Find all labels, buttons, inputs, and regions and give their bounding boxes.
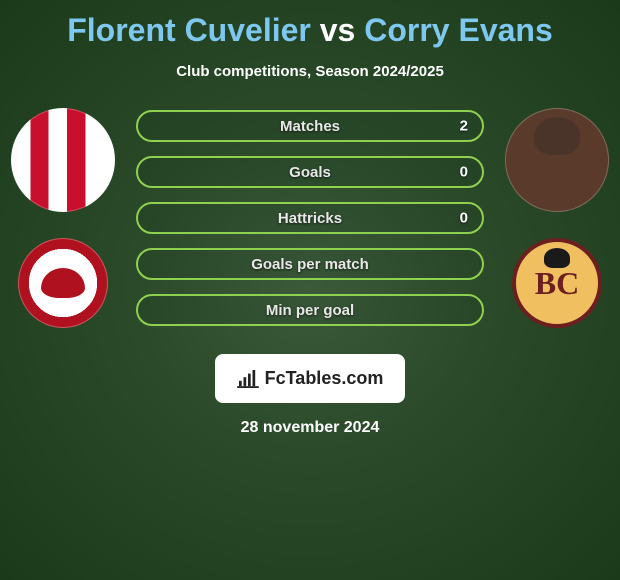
stat-label: Goals [289,164,331,181]
comparison-body: Matches 2 Goals 0 Hattricks 0 Goals per … [0,108,620,328]
stat-row-min-per-goal: Min per goal [136,294,484,326]
stat-label: Min per goal [266,302,354,319]
stat-row-goals: Goals 0 [136,156,484,188]
date-label: 28 november 2024 [241,419,380,437]
stat-right-value: 0 [460,210,468,227]
brand-badge[interactable]: FcTables.com [215,354,406,403]
player1-avatar [11,108,115,212]
stat-row-goals-per-match: Goals per match [136,248,484,280]
stat-row-matches: Matches 2 [136,110,484,142]
right-column: BC [502,108,612,328]
bar-chart-icon [237,370,259,388]
stats-list: Matches 2 Goals 0 Hattricks 0 Goals per … [118,110,502,326]
stat-label: Matches [280,118,340,135]
stat-label: Goals per match [251,256,369,273]
title-player2: Corry Evans [364,12,553,48]
stat-label: Hattricks [278,210,342,227]
rooster-icon [544,248,570,268]
comparison-card: Florent Cuvelier vs Corry Evans Club com… [0,0,620,447]
page-title: Florent Cuvelier vs Corry Evans [67,12,553,49]
subtitle: Club competitions, Season 2024/2025 [176,63,444,80]
stat-row-hattricks: Hattricks 0 [136,202,484,234]
title-player1: Florent Cuvelier [67,12,311,48]
stat-right-value: 2 [460,118,468,135]
shrimp-icon [41,268,85,298]
bradford-club-badge: BC [512,238,602,328]
left-column [8,108,118,328]
stat-right-value: 0 [460,164,468,181]
morecambe-club-badge [18,238,108,328]
player2-avatar [505,108,609,212]
brand-text: FcTables.com [265,368,384,389]
club-initials: BC [535,267,579,299]
title-vs: vs [320,12,356,48]
